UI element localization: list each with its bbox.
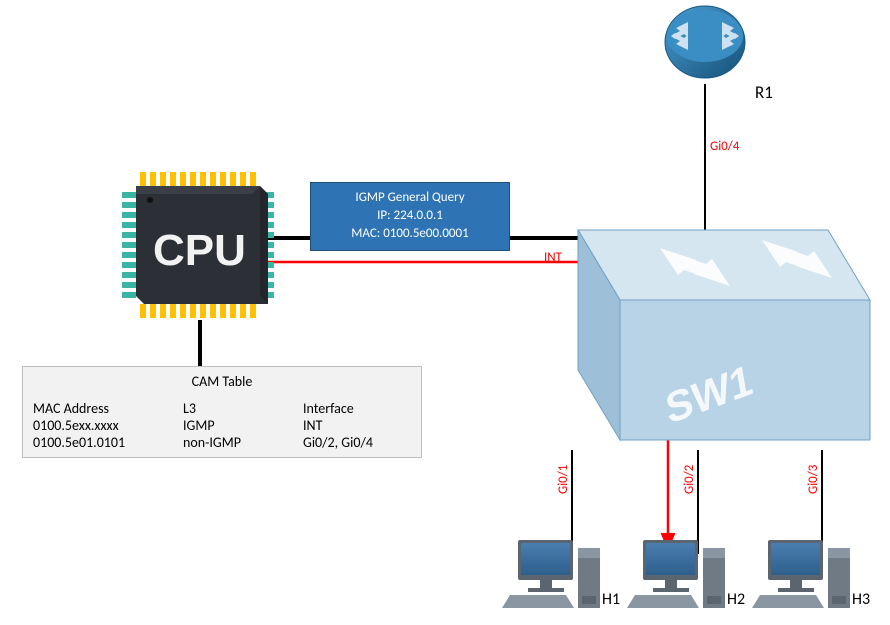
network-diagram: R1 CPU SW1 — [0, 0, 890, 625]
router-r1 — [665, 6, 745, 78]
cam-col-interface: Interface — [303, 400, 411, 417]
svg-text:H3: H3 — [852, 590, 870, 609]
cam-table-title: CAM Table — [33, 373, 411, 390]
query-line1: IGMP General Query — [321, 189, 499, 207]
query-line2: IP: 224.0.0.1 — [321, 207, 499, 225]
cam-row-0: 0100.5exx.xxxx IGMP INT — [33, 417, 411, 434]
cam-header-row: MAC Address L3 Interface — [33, 400, 411, 417]
port-gi02: Gi0/2 — [682, 464, 697, 494]
cam-table: CAM Table MAC Address L3 Interface 0100.… — [22, 366, 422, 458]
host-h3: H3 — [752, 540, 870, 609]
igmp-query-box: IGMP General Query IP: 224.0.0.1 MAC: 01… — [310, 182, 510, 251]
svg-text:H1: H1 — [602, 590, 620, 609]
port-gi04: Gi0/4 — [710, 139, 740, 154]
host-h2: H2 — [627, 540, 745, 609]
cam-col-l3: L3 — [183, 400, 303, 417]
router-label: R1 — [755, 82, 773, 103]
cpu-chip: CPU — [122, 172, 274, 318]
switch-sw1: SW1 — [578, 230, 870, 440]
svg-text:CPU: CPU — [153, 226, 246, 275]
port-gi01: Gi0/1 — [556, 465, 571, 494]
host-h1: H1 — [502, 540, 620, 609]
cam-col-mac: MAC Address — [33, 400, 183, 417]
query-line3: MAC: 0100.5e00.0001 — [321, 225, 499, 243]
port-gi03: Gi0/3 — [806, 464, 821, 494]
diagram-svg: R1 CPU SW1 — [0, 0, 890, 625]
svg-text:H2: H2 — [727, 590, 745, 609]
cam-row-1: 0100.5e01.0101 non-IGMP Gi0/2, Gi0/4 — [33, 434, 411, 451]
port-int: INT — [544, 250, 563, 265]
